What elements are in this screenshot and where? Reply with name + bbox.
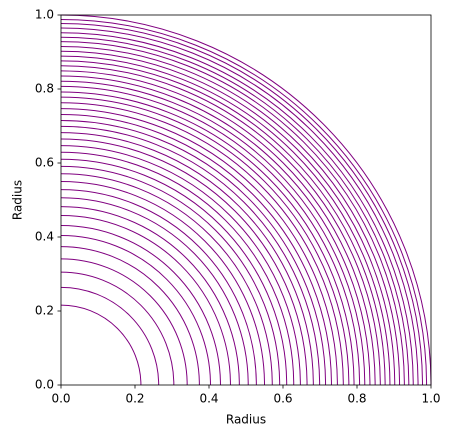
x-tick-label: 0.2: [125, 392, 144, 406]
arc: [60, 304, 142, 386]
arc: [60, 197, 249, 386]
plot-frame: [60, 14, 432, 386]
arc: [60, 96, 350, 386]
arc: [60, 173, 273, 386]
y-tick-label: 0.4: [35, 230, 54, 244]
arc: [60, 206, 240, 386]
arc: [60, 132, 314, 386]
x-tick-label: 0.6: [273, 392, 292, 406]
y-axis-label: Radius: [11, 180, 25, 220]
arc: [60, 60, 386, 386]
arc: [60, 75, 371, 386]
arc: [60, 80, 366, 386]
arc: [60, 271, 175, 386]
arc: [60, 23, 423, 386]
arc: [60, 165, 281, 386]
y-tick-label: 0.6: [35, 156, 54, 170]
arc: [60, 14, 432, 386]
arc: [60, 125, 321, 386]
arc: [60, 189, 257, 386]
arc: [60, 70, 376, 386]
y-tick-label: 1.0: [35, 8, 54, 22]
x-tick-label: 0.4: [199, 392, 218, 406]
arc: [60, 85, 361, 386]
arc: [60, 215, 231, 386]
y-tick-label: 0.8: [35, 82, 54, 96]
arc: [60, 41, 405, 386]
arc: [60, 145, 301, 386]
arc: [60, 65, 381, 386]
x-axis-label: Radius: [226, 413, 266, 427]
arc: [60, 27, 419, 386]
x-tick-label: 1.0: [421, 392, 440, 406]
arc: [60, 138, 308, 386]
arc: [60, 114, 332, 386]
arc: [60, 235, 211, 386]
arc: [60, 225, 221, 386]
x-tick-label: 0.0: [51, 392, 70, 406]
arc: [60, 91, 355, 386]
arc: [60, 55, 391, 386]
arc: [60, 32, 414, 386]
arc: [60, 45, 401, 386]
arc: [60, 181, 265, 386]
arc: [60, 286, 160, 386]
arc: [60, 102, 344, 386]
arc: [60, 258, 188, 386]
arc: [60, 119, 327, 386]
y-tick-label: 0.0: [35, 378, 54, 392]
arc: [60, 18, 428, 386]
arc: [60, 151, 295, 386]
arc: [60, 36, 410, 386]
arc: [60, 50, 396, 386]
arc: [60, 158, 288, 386]
x-tick-label: 0.8: [347, 392, 366, 406]
arc: [60, 246, 200, 386]
arc: [60, 108, 338, 386]
y-tick-label: 0.2: [35, 304, 54, 318]
